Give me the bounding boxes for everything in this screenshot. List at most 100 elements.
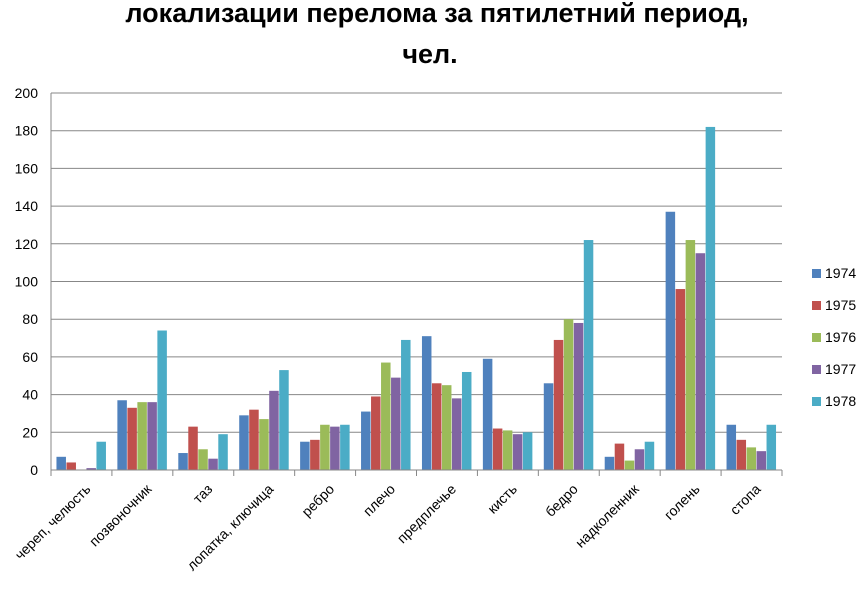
x-category-label: череп, челюсть [12, 481, 94, 563]
bar-1976-4 [320, 424, 330, 470]
bar-1975-5 [371, 396, 381, 470]
bar-1976-3 [259, 419, 269, 470]
bar-1977-9 [634, 449, 645, 470]
bar-1976-8 [563, 319, 574, 470]
bar-1974-4 [300, 441, 310, 470]
bar-1974-7 [482, 358, 493, 470]
x-category-label: бедро [542, 481, 581, 520]
y-tick-label: 40 [22, 387, 38, 403]
bar-1978-7 [522, 432, 533, 470]
bar-1976-11 [746, 447, 757, 470]
legend-label: 1978 [825, 393, 856, 409]
x-category-label: надколенник [572, 480, 642, 550]
y-tick-label: 100 [15, 274, 39, 290]
bar-1977-11 [756, 451, 767, 470]
y-tick-label: 200 [15, 85, 39, 101]
bars [56, 126, 777, 471]
legend-swatch-1978 [812, 397, 821, 406]
y-tick-label: 180 [15, 123, 39, 139]
gridlines [51, 92, 782, 433]
bar-1974-1 [117, 400, 127, 470]
bar-1978-9 [644, 441, 655, 470]
bar-1974-10 [665, 211, 676, 470]
bar-1976-2 [198, 449, 208, 470]
bar-1975-8 [553, 339, 564, 470]
x-category-label: предплечье [394, 481, 460, 547]
bar-1974-5 [361, 411, 371, 470]
bar-1977-0 [86, 468, 96, 470]
bar-1978-11 [766, 424, 777, 470]
y-tick-label: 140 [15, 198, 39, 214]
legend: 1974 1975 1976 1977 1978 [812, 265, 856, 409]
bar-1978-3 [279, 370, 289, 470]
y-tick-label: 120 [15, 236, 39, 252]
bar-1974-0 [56, 456, 66, 470]
x-category-label: плечо [360, 481, 398, 519]
bar-1976-9 [624, 460, 635, 470]
x-category-label: кисть [484, 481, 520, 517]
x-category-label: таз [190, 481, 216, 507]
y-tick-label: 60 [22, 349, 38, 365]
bar-1977-8 [573, 322, 584, 470]
bar-1977-6 [451, 398, 462, 470]
bar-1978-10 [705, 126, 716, 471]
bar-1975-7 [492, 428, 503, 470]
bar-1976-6 [441, 385, 452, 470]
chart-title-line-2: чел. [402, 39, 457, 69]
legend-swatch-1974 [812, 269, 821, 278]
x-category-label: стопа [727, 481, 764, 518]
bar-1974-2 [178, 453, 188, 470]
bar-1977-10 [695, 253, 706, 470]
bar-1977-5 [391, 377, 401, 470]
bar-1976-7 [502, 430, 513, 470]
bar-1978-5 [401, 339, 411, 470]
x-category-label: ребро [298, 481, 337, 520]
bar-1974-9 [604, 456, 615, 470]
bar-1974-3 [239, 415, 249, 470]
bar-1977-4 [330, 426, 340, 470]
legend-label: 1976 [825, 329, 856, 345]
bar-1977-2 [208, 458, 218, 470]
bar-1975-9 [614, 443, 625, 470]
bar-1975-10 [675, 289, 686, 470]
bar-1978-6 [461, 371, 472, 470]
y-tick-label: 160 [15, 160, 39, 176]
bar-1974-6 [421, 336, 432, 470]
legend-swatch-1976 [812, 333, 821, 342]
bar-1978-0 [96, 441, 106, 470]
y-axis-tick-labels: 0 20 40 60 80 100 120 140 160 180 200 [15, 85, 39, 478]
bar-1975-0 [66, 462, 76, 470]
bar-1974-8 [543, 383, 554, 470]
y-tick-label: 80 [22, 311, 38, 327]
bar-1975-3 [249, 409, 259, 470]
bar-1977-3 [269, 390, 279, 470]
bar-1975-1 [127, 407, 137, 470]
legend-label: 1975 [825, 297, 856, 313]
bar-1978-1 [157, 330, 167, 470]
legend-swatch-1977 [812, 365, 821, 374]
bar-1978-4 [340, 424, 350, 470]
bar-1978-2 [218, 434, 228, 470]
axes [50, 93, 783, 476]
bar-1974-11 [726, 424, 737, 470]
y-tick-label: 0 [30, 462, 38, 478]
bar-1977-1 [147, 402, 157, 470]
legend-swatch-1975 [812, 301, 821, 310]
bar-1976-10 [685, 240, 696, 470]
legend-label: 1974 [825, 265, 856, 281]
bar-1975-2 [188, 426, 198, 470]
bar-1977-7 [512, 434, 523, 470]
bar-1976-5 [381, 362, 391, 470]
bar-1975-6 [431, 383, 442, 470]
legend-label: 1977 [825, 361, 856, 377]
chart-title-line-1: локализации перелома за пятилетний перио… [125, 0, 748, 28]
bar-1975-4 [310, 439, 320, 470]
bar-1975-11 [736, 439, 747, 470]
x-category-label: позвоночник [86, 480, 155, 549]
bar-1976-1 [137, 402, 147, 470]
y-tick-label: 20 [22, 424, 38, 440]
x-category-label: голень [661, 481, 703, 523]
